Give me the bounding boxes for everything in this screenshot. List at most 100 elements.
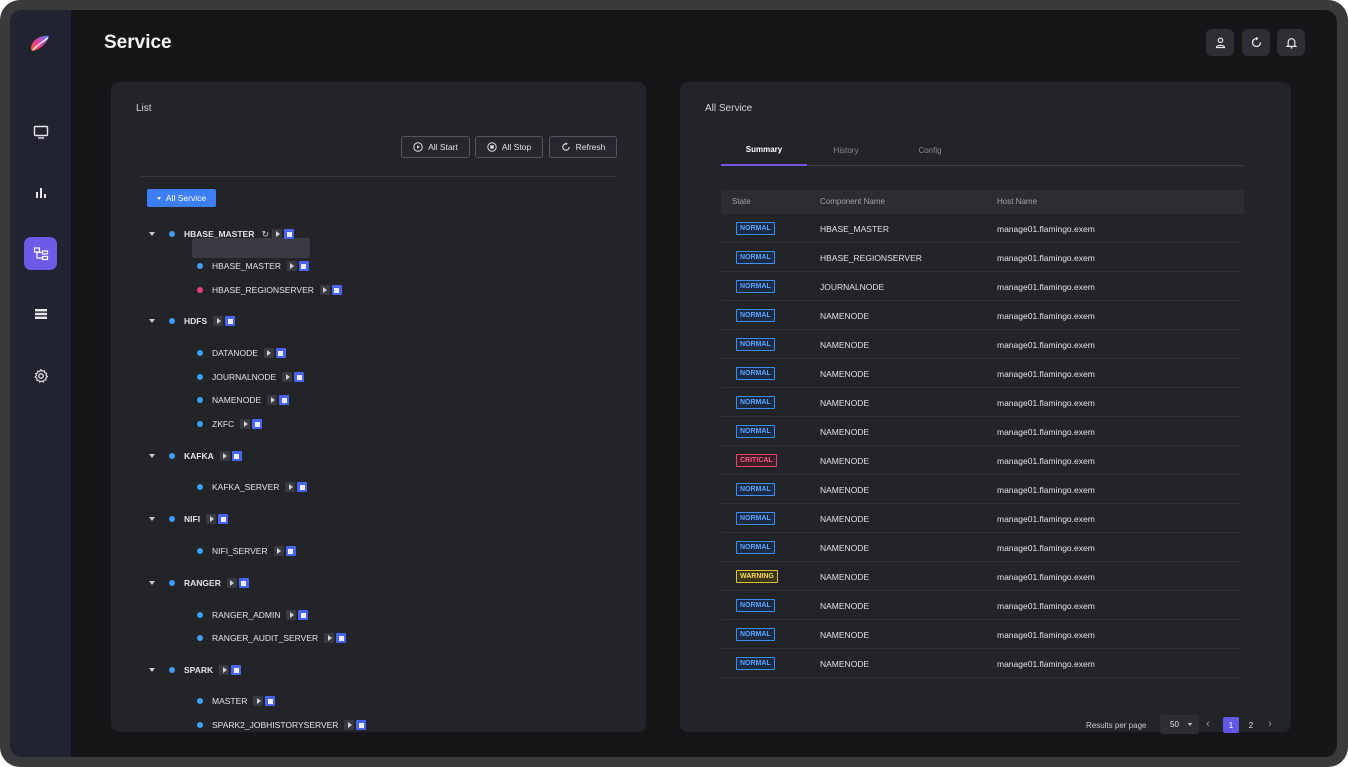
tree-service-node[interactable]: NIFI — [169, 511, 230, 527]
tree-component-node[interactable]: DATANODE — [197, 345, 288, 361]
refresh-button[interactable]: Refresh — [549, 136, 617, 158]
start-icon[interactable] — [319, 285, 330, 295]
table-row[interactable]: NORMAL NAMENODE manage01.flamingo.exem — [721, 533, 1240, 562]
all-service-toggle[interactable]: All Service — [147, 189, 216, 207]
table-row[interactable]: NORMAL NAMENODE manage01.flamingo.exem — [721, 417, 1240, 446]
next-page-button[interactable]: › — [1268, 718, 1272, 730]
all-start-button[interactable]: All Start — [401, 136, 470, 158]
app-logo-icon[interactable] — [28, 32, 52, 56]
tree-service-node[interactable]: RANGER — [169, 575, 251, 591]
stop-icon[interactable] — [285, 546, 296, 556]
stop-icon[interactable] — [297, 482, 308, 492]
notifications-button[interactable] — [1277, 29, 1305, 56]
tree-service-node[interactable]: KAFKA — [169, 448, 244, 464]
restart-icon[interactable]: ↻ — [261, 228, 270, 239]
stop-icon[interactable] — [298, 610, 309, 620]
nav-service[interactable] — [24, 237, 57, 270]
start-icon[interactable] — [282, 372, 293, 382]
expand-caret-icon[interactable] — [149, 517, 155, 521]
expand-caret-icon[interactable] — [149, 319, 155, 323]
nav-list[interactable] — [24, 297, 57, 330]
stop-icon[interactable] — [294, 372, 305, 382]
stop-icon[interactable] — [279, 395, 290, 405]
start-icon[interactable] — [219, 451, 230, 461]
start-icon[interactable] — [285, 482, 296, 492]
prev-page-button[interactable]: ‹ — [1206, 718, 1210, 730]
stop-icon[interactable] — [252, 419, 263, 429]
start-icon[interactable] — [263, 348, 274, 358]
col-host-name[interactable]: Host Name — [997, 197, 1038, 206]
tab-config[interactable]: Config — [918, 145, 942, 155]
expand-caret-icon[interactable] — [149, 581, 155, 585]
stop-icon[interactable] — [284, 229, 295, 239]
start-icon[interactable] — [286, 610, 297, 620]
start-icon[interactable] — [273, 546, 284, 556]
expand-caret-icon[interactable] — [149, 454, 155, 458]
table-row[interactable]: NORMAL NAMENODE manage01.flamingo.exem — [721, 475, 1240, 504]
tree-component-node[interactable]: MASTER — [197, 693, 277, 709]
start-icon[interactable] — [324, 633, 335, 643]
stop-icon[interactable] — [265, 696, 276, 706]
table-row[interactable]: NORMAL HBASE_REGIONSERVER manage01.flaming… — [721, 243, 1240, 272]
tree-component-node[interactable]: KAFKA_SERVER — [197, 479, 309, 495]
tree-component-node[interactable]: NAMENODE — [197, 392, 291, 408]
stop-icon[interactable] — [336, 633, 347, 643]
stop-icon[interactable] — [331, 285, 342, 295]
page-1-button[interactable]: 1 — [1223, 717, 1239, 733]
table-row[interactable]: NORMAL HBASE_MASTER manage01.flamingo.exem — [721, 214, 1240, 243]
stop-icon[interactable] — [231, 665, 242, 675]
table-row[interactable]: NORMAL NAMENODE manage01.flamingo.exem — [721, 301, 1240, 330]
expand-caret-icon[interactable] — [149, 232, 155, 236]
start-icon[interactable] — [226, 578, 237, 588]
start-icon[interactable] — [240, 419, 251, 429]
table-row[interactable]: NORMAL NAMENODE manage01.flamingo.exem — [721, 359, 1240, 388]
reload-button[interactable] — [1242, 29, 1270, 56]
start-icon[interactable] — [267, 395, 278, 405]
nav-chart[interactable] — [24, 176, 57, 209]
tree-service-node[interactable]: HDFS — [169, 313, 237, 329]
col-state[interactable]: State — [732, 197, 751, 206]
tab-summary[interactable]: Summary — [721, 134, 807, 166]
tree-component-node[interactable]: ZKFC — [197, 416, 264, 432]
stop-icon[interactable] — [231, 451, 242, 461]
nav-monitor[interactable] — [24, 115, 57, 148]
table-row[interactable]: WARNING NAMENODE manage01.flamingo.exem — [721, 562, 1240, 591]
stop-icon[interactable] — [238, 578, 249, 588]
start-icon[interactable] — [253, 696, 264, 706]
all-stop-button[interactable]: All Stop — [475, 136, 543, 158]
tab-history[interactable]: History — [833, 145, 859, 155]
start-icon[interactable] — [206, 514, 217, 524]
stop-icon[interactable] — [218, 514, 229, 524]
start-icon[interactable] — [219, 665, 230, 675]
per-page-select[interactable]: 50 — [1160, 715, 1199, 734]
table-row[interactable]: NORMAL NAMENODE manage01.flamingo.exem — [721, 330, 1240, 359]
stop-icon[interactable] — [356, 720, 367, 730]
table-row[interactable]: NORMAL NAMENODE manage01.flamingo.exem — [721, 649, 1240, 678]
tree-component-node[interactable]: HBASE_REGIONSERVER — [197, 282, 344, 298]
table-row[interactable]: NORMAL JOURNALNODE manage01.flamingo.exem — [721, 272, 1240, 301]
tree-component-node[interactable]: NIFI_SERVER — [197, 543, 298, 559]
tree-component-node[interactable]: RANGER_AUDIT_SERVER — [197, 630, 348, 646]
table-row[interactable]: NORMAL NAMENODE manage01.flamingo.exem — [721, 620, 1240, 649]
stop-icon[interactable] — [275, 348, 286, 358]
user-button[interactable] — [1206, 29, 1234, 56]
tree-component-node[interactable]: RANGER_ADMIN — [197, 607, 310, 623]
start-icon[interactable] — [213, 316, 224, 326]
stop-icon[interactable] — [225, 316, 236, 326]
page-2-button[interactable]: 2 — [1248, 720, 1254, 730]
table-row[interactable]: NORMAL NAMENODE manage01.flamingo.exem — [721, 504, 1240, 533]
tree-component-node[interactable]: HBASE_MASTER — [197, 258, 311, 274]
table-row[interactable]: NORMAL NAMENODE manage01.flamingo.exem — [721, 388, 1240, 417]
start-icon[interactable] — [272, 229, 283, 239]
col-component-name[interactable]: Component Name — [820, 197, 885, 206]
table-row[interactable]: CRITICAL NAMENODE manage01.flamingo.exem — [721, 446, 1240, 475]
nav-settings[interactable] — [24, 359, 57, 392]
expand-caret-icon[interactable] — [149, 668, 155, 672]
start-icon[interactable] — [286, 261, 297, 271]
start-icon[interactable] — [344, 720, 355, 730]
tree-component-node[interactable]: SPARK2_JOBHISTORYSERVER — [197, 717, 368, 733]
tree-service-node[interactable]: SPARK — [169, 662, 243, 678]
table-row[interactable]: NORMAL NAMENODE manage01.flamingo.exem — [721, 591, 1240, 620]
tree-component-node[interactable]: JOURNALNODE — [197, 369, 306, 385]
tree-service-node[interactable]: HBASE_MASTER ↻ — [169, 226, 296, 242]
